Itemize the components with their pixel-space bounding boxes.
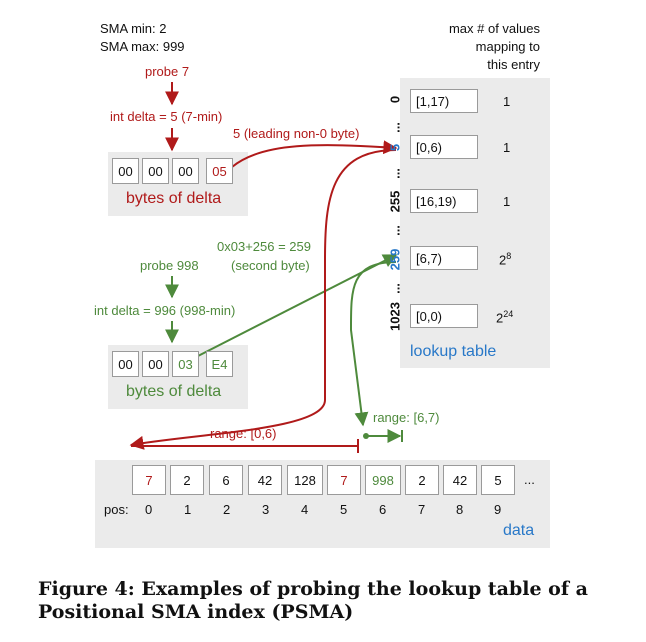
- lookup-count-1023-base: 2: [496, 310, 504, 326]
- lookup-index-1023: 1023: [387, 302, 403, 331]
- probe998-bytes-caption: bytes of delta: [126, 383, 222, 400]
- sma-max-label: SMA max: 999: [100, 39, 185, 54]
- figure-caption-line2: Positional SMA index (PSMA): [38, 601, 354, 623]
- probe7-label: probe 7: [145, 64, 190, 79]
- red-range-label: range: [0,6): [210, 426, 277, 441]
- lookup-range-255: [16,19): [410, 189, 478, 213]
- data-cell-8: 42: [443, 465, 477, 495]
- pos-3: 3: [262, 502, 270, 517]
- lookup-count-5: 1: [503, 140, 511, 155]
- lookup-range-0: [1,17): [410, 89, 478, 113]
- data-cell-3: 42: [248, 465, 282, 495]
- sma-min-label: SMA min: 2: [100, 21, 167, 36]
- red-range-curve: [129, 149, 397, 450]
- probe7-byte-3: 05: [206, 158, 233, 184]
- lookup-count-1023-exponent: 24: [503, 309, 514, 319]
- pos-label: pos:: [104, 502, 129, 517]
- lookup-count-259: 28: [499, 251, 511, 267]
- probe7-byte-2: 00: [172, 158, 199, 184]
- probe998-second-byte-label: (second byte): [231, 258, 310, 273]
- probe998-byte-3: E4: [206, 351, 233, 377]
- probe7-byte-1: 00: [142, 158, 169, 184]
- pos-1: 1: [184, 502, 192, 517]
- lookup-count-1023: 224: [496, 309, 513, 325]
- pos-7: 7: [418, 502, 426, 517]
- probe998-byte-0: 00: [112, 351, 139, 377]
- lookup-count-259-base: 2: [499, 252, 507, 268]
- probe998-delta-label: int delta = 996 (998-min): [94, 303, 236, 318]
- pos-5: 5: [340, 502, 348, 517]
- probe7-lookup-arrow: [231, 140, 398, 168]
- probe998-byte-1: 00: [142, 351, 169, 377]
- probe998-calc-label: 0x03+256 = 259: [217, 239, 311, 254]
- lookup-range-1023: [0,0): [410, 304, 478, 328]
- lookup-header-line1: max # of values: [448, 21, 540, 36]
- probe7-delta-label: int delta = 5 (7-min): [110, 109, 223, 124]
- data-cell-4: 128: [287, 465, 323, 495]
- pos-2: 2: [223, 502, 231, 517]
- data-ellipsis: ...: [524, 472, 535, 487]
- data-caption: data: [503, 522, 535, 539]
- lookup-range-5: [0,6): [410, 135, 478, 159]
- data-cell-7: 2: [405, 465, 439, 495]
- pos-6: 6: [379, 502, 387, 517]
- green-range-curve: [349, 261, 397, 427]
- probe7-bytes-caption: bytes of delta: [126, 190, 222, 207]
- figure-caption-line1: Figure 4: Examples of probing the lookup…: [38, 578, 588, 600]
- probe998-byte-2: 03: [172, 351, 199, 377]
- probe998-label: probe 998: [140, 258, 199, 273]
- pos-9: 9: [494, 502, 502, 517]
- lookup-count-259-exponent: 8: [506, 251, 512, 261]
- lookup-header-line2: mapping to: [475, 39, 540, 54]
- green-range-label: range: [6,7): [373, 410, 440, 425]
- data-cell-9: 5: [481, 465, 515, 495]
- pos-8: 8: [456, 502, 464, 517]
- pos-0: 0: [145, 502, 153, 517]
- data-cell-5: 7: [327, 465, 361, 495]
- data-cell-2: 6: [209, 465, 243, 495]
- data-cell-0: 7: [132, 465, 166, 495]
- pos-4: 4: [301, 502, 309, 517]
- data-cell-6: 998: [365, 465, 401, 495]
- lookup-table-caption: lookup table: [410, 343, 497, 360]
- lookup-header-line3: this entry: [487, 57, 540, 72]
- probe7-leading-byte-label: 5 (leading non-0 byte): [233, 126, 360, 141]
- probe7-byte-0: 00: [112, 158, 139, 184]
- data-cell-1: 2: [170, 465, 204, 495]
- lookup-count-255: 1: [503, 194, 511, 209]
- lookup-count-0: 1: [503, 94, 511, 109]
- lookup-range-259: [6,7): [410, 246, 478, 270]
